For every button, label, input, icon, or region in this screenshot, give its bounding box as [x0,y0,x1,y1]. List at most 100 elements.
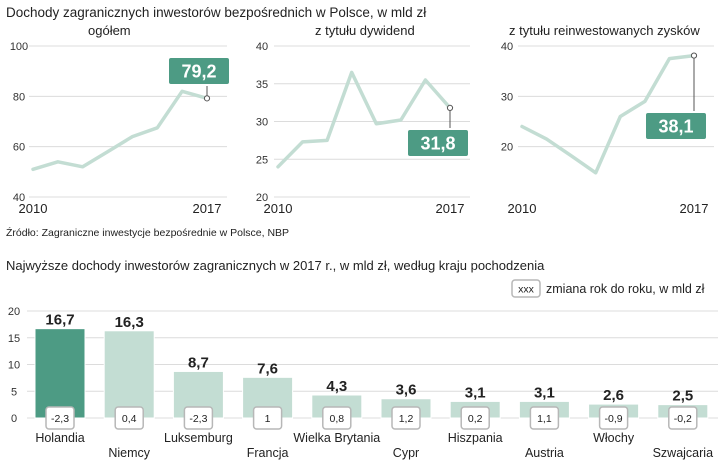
category-label: Niemcy [108,446,150,460]
legend-box-label: xxx [518,284,535,296]
change-label: -0,9 [605,413,623,425]
bar-value-label: 2,5 [672,388,693,405]
bar-y-tick-label: 10 [8,360,20,372]
change-box [529,406,560,430]
change-label: 0,8 [329,413,344,425]
y-tick-label: 80 [13,91,25,103]
highlight-value: 31,8 [420,134,455,154]
category-label: Francja [247,446,289,460]
bar-group-5: 3,6 1,2 Cypr [380,382,432,460]
highlight-box [406,128,470,158]
line-charts: ogółem 40 60 80 100 2010 2017 79,2 z tytułu dywi… [10,23,714,216]
y-tick-label: 20 [256,192,268,204]
category-label: Wielka Brytania [293,431,380,445]
bar-value-label: 3,6 [396,382,417,399]
panel-title: z tytułu reinwestowanych zysków [509,23,700,38]
bar-y-tick-label: 15 [8,333,20,345]
last-point-marker [690,52,698,59]
x-tick-label: 2010 [19,201,48,216]
change-label: -2,3 [51,413,69,425]
change-box [322,406,352,430]
highlight-box [644,111,708,141]
change-label: 0,2 [468,413,483,425]
x-tick-label: 2017 [680,201,709,216]
bar-group-9: 2,5 -0,2 Szwajcaria [653,388,713,460]
x-tick-label: 2010 [264,201,293,216]
highlight-box [167,56,231,86]
category-label: Luksemburg [164,431,233,445]
legend: xxx zmiana rok do roku, w mld zł [511,279,705,298]
bar-value-label: 8,7 [188,354,209,371]
change-label: 1,1 [537,413,552,425]
category-label: Włochy [593,431,635,445]
bar-value-label: 16,3 [115,314,144,331]
bar [34,328,86,419]
bar-chart: 0 5 10 15 20 16,7 -2,3 Holandia 16,3 0,4 Niemcy 8,7… [8,306,718,460]
x-tick-label: 2017 [193,201,222,216]
bar-value-label: 3,1 [465,384,486,401]
y-tick-label: 40 [501,41,513,53]
change-box [114,406,144,430]
y-tick-label: 30 [501,91,513,103]
bar-group-4: 4,3 0,8 Wielka Brytania [293,378,380,445]
bar-group-7: 3,1 1,1 Austria [518,384,570,460]
category-label: Hiszpania [448,431,503,445]
y-tick-label: 20 [501,142,513,154]
y-tick-label: 30 [256,117,268,129]
category-label: Austria [525,446,564,460]
bar-y-tick-label: 0 [11,413,17,425]
bar-value-label: 2,6 [603,387,624,404]
bar-group-0: 16,7 -2,3 Holandia [34,312,86,445]
bar [103,330,155,419]
change-box [45,406,75,430]
highlight-value: 38,1 [658,117,693,137]
legend-text: zmiana rok do roku, w mld zł [546,282,705,296]
bar-group-2: 8,7 -2,3 Luksemburg [164,354,233,445]
y-tick-label: 25 [256,154,268,166]
category-label: Cypr [393,446,419,460]
bar-group-1: 16,3 0,4 Niemcy [103,314,155,460]
change-label: 1 [265,413,271,425]
change-box [391,406,421,430]
line-panel-0: ogółem 40 60 80 100 2010 2017 79,2 [10,23,231,216]
series-line [520,53,696,175]
source-note: Źródło: Zagraniczne inwestycje bezpośred… [6,226,289,239]
change-label: 1,2 [399,413,414,425]
y-tick-label: 40 [256,41,268,53]
panel-title: ogółem [88,23,131,38]
x-tick-label: 2017 [436,201,465,216]
x-tick-label: 2010 [508,201,537,216]
change-label: 0,4 [122,413,137,425]
y-tick-label: 60 [13,142,25,154]
series-line [31,89,209,172]
highlight-value: 79,2 [181,62,216,82]
y-tick-label: 100 [10,41,28,53]
bar-value-label: 7,6 [257,360,278,377]
line-panel-1: z tytułu dywidend 20 25 30 35 40 2010 2017 31,8 [256,23,470,216]
line-panel-2: z tytułu reinwestowanych zysków 20 30 40 201… [501,23,714,216]
change-box [460,406,490,430]
bar-chart-title: Najwyższe dochody inwestorów zagraniczny… [6,258,545,273]
change-box [598,406,629,430]
change-box [252,406,283,430]
last-point-marker [446,104,454,112]
bar-value-label: 3,1 [534,384,555,401]
bar-y-tick-label: 20 [8,306,20,318]
bar-y-tick-label: 5 [11,386,17,398]
change-label: -2,3 [189,413,207,425]
category-label: Holandia [35,431,84,445]
change-box [183,406,214,430]
legend-box [511,279,541,298]
y-tick-label: 35 [256,79,268,91]
last-point-marker [203,95,211,102]
bar-group-3: 7,6 1 Francja [242,360,294,460]
panel-title: z tytułu dywidend [315,23,415,38]
change-label: -0,2 [674,413,692,425]
change-box [668,406,698,430]
y-tick-label: 40 [13,192,25,204]
bar-group-6: 3,1 0,2 Hiszpania [448,384,503,445]
bar-value-label: 4,3 [326,378,347,395]
category-label: Szwajcaria [653,446,713,460]
figure-title: Dochody zagranicznych inwestorów bezpośr… [6,5,426,20]
